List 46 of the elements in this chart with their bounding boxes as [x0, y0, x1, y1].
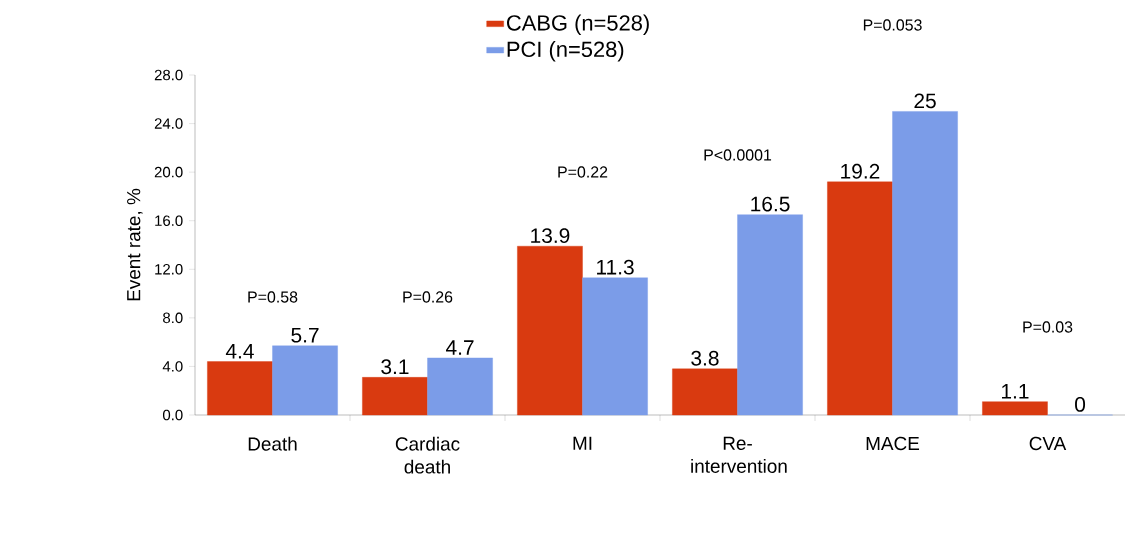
bar [737, 214, 803, 416]
y-tick-label: 20.0 [154, 166, 183, 178]
data-label: 4.7 [445, 340, 474, 355]
annotation: P=0.03 [1023, 321, 1073, 333]
data-label: 16.5 [751, 196, 790, 212]
legend-label: PCI (n=528) [507, 40, 624, 62]
data-label: 3.8 [691, 350, 719, 366]
legend-label: CABG (n=528) [507, 14, 649, 35]
x-tick-label: Cardiac death [395, 436, 460, 474]
bar [582, 277, 648, 416]
y-tick-label: 16.0 [155, 215, 183, 226]
annotation: P=0.58 [248, 291, 298, 303]
annotation: P=0.22 [558, 166, 608, 178]
bar [427, 357, 493, 416]
bar [272, 345, 338, 416]
data-label: 5.7 [291, 328, 319, 343]
y-tick-label: 28.0 [154, 69, 183, 81]
bar [672, 368, 738, 416]
x-tick-label: MI [573, 436, 592, 450]
bar [982, 401, 1048, 416]
y-tick-label: 24.0 [154, 118, 183, 129]
bar [517, 246, 583, 416]
x-tick-label: Death [248, 436, 297, 451]
data-label: 3.1 [381, 359, 409, 375]
bar [207, 361, 273, 416]
y-tick-label: 8.0 [163, 312, 183, 324]
y-tick-label: 4.0 [162, 361, 183, 372]
y-tick-label: 0.0 [162, 409, 183, 421]
bar [362, 377, 428, 416]
data-label: 1.1 [1002, 384, 1029, 399]
annotation: P<0.0001 [704, 149, 772, 161]
y-axis-title: Event rate, % [127, 188, 143, 301]
y-tick-label: 12.0 [155, 263, 183, 275]
text: P=0.053 [863, 19, 922, 31]
x-tick-label: CVA [1029, 436, 1067, 451]
annotation: P=0.26 [403, 291, 453, 303]
x-tick-label: MACE [866, 436, 920, 451]
data-label: 25 [914, 93, 936, 109]
data-label: 13.9 [531, 228, 570, 244]
data-label: 11.3 [597, 259, 634, 275]
bar [892, 111, 958, 416]
data-label: 4.4 [225, 343, 254, 359]
data-label: 19.2 [841, 163, 880, 179]
data-label: 0 [1075, 397, 1086, 412]
bar [827, 181, 893, 416]
x-tick-label: Re-intervention [691, 436, 787, 473]
